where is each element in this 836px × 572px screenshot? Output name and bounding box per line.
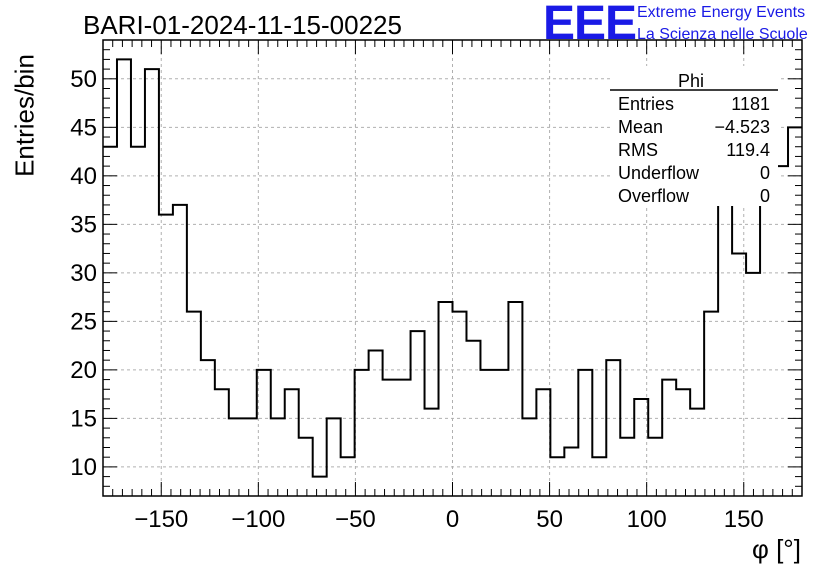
y-tick-label: 15 (70, 405, 97, 432)
histogram-bin (550, 457, 564, 496)
histogram-bin (117, 59, 131, 496)
y-axis-label: Entries/bin (9, 54, 40, 177)
y-tick-label: 35 (70, 211, 97, 238)
histogram-bin (313, 477, 327, 496)
eee-logo: EEE (543, 0, 637, 50)
histogram-bin (718, 205, 732, 496)
stat-label-rms: RMS (618, 140, 658, 160)
x-tick-label: −100 (231, 506, 285, 533)
histogram-bin (229, 418, 243, 496)
histogram-outline (103, 58, 802, 478)
histogram-bin (425, 409, 439, 496)
histogram-bin (271, 418, 285, 496)
x-tick-label: 150 (724, 506, 764, 533)
stats-header: Phi (678, 71, 705, 91)
histogram-bin (564, 447, 578, 496)
y-tick-label: 45 (70, 114, 97, 141)
y-tick-label: 25 (70, 308, 97, 335)
histogram-bin (285, 389, 299, 496)
histogram-bin (411, 331, 425, 496)
x-tick-label: −50 (335, 506, 376, 533)
histogram-bin (257, 370, 271, 496)
histogram-bin (173, 205, 187, 496)
histogram-bin (774, 166, 788, 496)
x-tick-label: 50 (536, 506, 563, 533)
stat-label-underflow: Underflow (618, 163, 700, 183)
histogram-bin (243, 418, 257, 496)
histogram-bin (522, 418, 536, 496)
chart-title: BARI-01-2024-11-15-00225 (83, 10, 402, 40)
logo-tagline-2: La Scienza nelle Scuole (637, 26, 808, 43)
y-tick-label: 10 (70, 454, 97, 481)
plot-frame (102, 39, 803, 497)
histogram-bin (397, 380, 411, 496)
x-tick-label: 0 (446, 506, 459, 533)
histogram-bin (453, 312, 467, 496)
stat-value-overflow: 0 (759, 186, 770, 206)
logo-tagline-1: Extreme Energy Events (637, 4, 806, 21)
histogram-bin (383, 380, 397, 496)
histogram-bin (187, 312, 201, 496)
x-axis-label: φ [°] (752, 534, 801, 564)
histogram-bin (676, 389, 690, 496)
histogram-bin (508, 302, 522, 496)
histogram-bin (662, 380, 676, 496)
histogram-bin (536, 389, 550, 496)
stat-value-entries: 1181 (731, 94, 770, 114)
histogram-bin (606, 360, 620, 496)
stat-value-rms: 119.4 (726, 140, 770, 160)
y-tick-label: 20 (70, 357, 97, 384)
y-tick-label: 50 (70, 66, 97, 93)
x-tick-label: 100 (627, 506, 667, 533)
histogram-bin (299, 438, 313, 496)
x-tick-label: −150 (134, 506, 188, 533)
histogram-bin (466, 341, 480, 496)
stat-value-underflow: 0 (759, 163, 770, 183)
histogram-bin (145, 69, 159, 496)
histogram-bin (578, 370, 592, 496)
y-tick-label: 40 (70, 163, 97, 190)
histogram-bin (494, 370, 508, 496)
stat-value-mean: −4.523 (714, 117, 770, 137)
histogram-bin (327, 418, 341, 496)
histogram-bin (592, 457, 606, 496)
histogram-bin (634, 399, 648, 496)
histogram-bin (746, 273, 760, 496)
histogram-bin (690, 409, 704, 496)
histogram-bin (480, 370, 494, 496)
histogram-bin (201, 360, 215, 496)
histogram-bin (732, 253, 746, 496)
stat-label-entries: Entries (618, 94, 675, 114)
histogram-bin (341, 457, 355, 496)
histogram-bin (215, 389, 229, 496)
histogram-bin (369, 350, 383, 496)
histogram-bin (704, 312, 718, 496)
stat-label-overflow: Overflow (618, 186, 690, 206)
stat-label-mean: Mean (618, 117, 664, 137)
y-tick-label: 30 (70, 260, 97, 287)
histogram-bin (355, 370, 369, 496)
